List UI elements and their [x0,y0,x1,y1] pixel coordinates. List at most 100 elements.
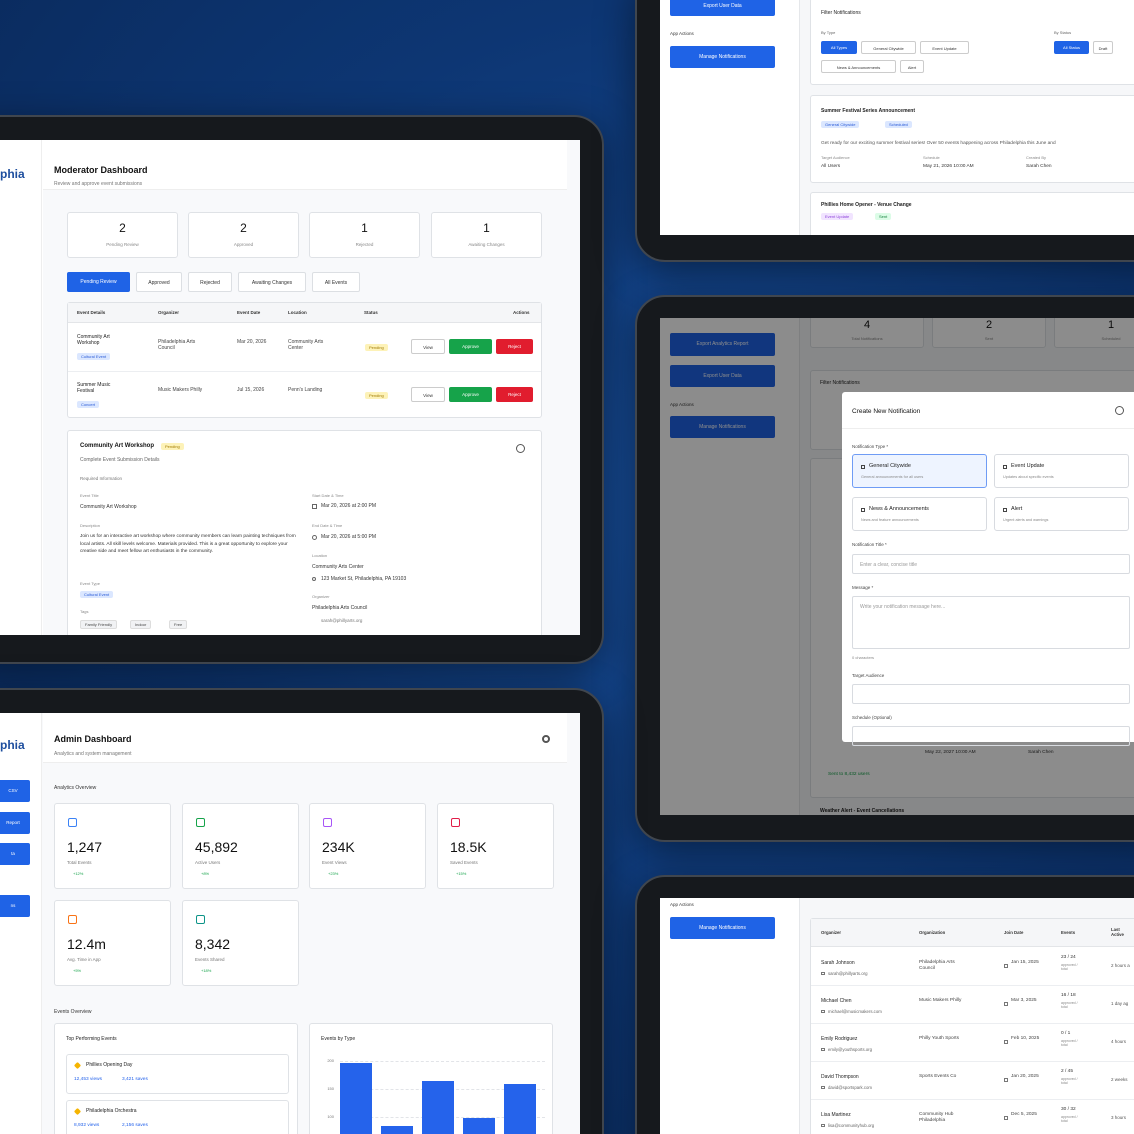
field-label: Schedule (Optional) [852,715,892,720]
tab[interactable]: Awaiting Changes [238,272,306,292]
metric-value: 18.5K [450,839,487,855]
option-card[interactable]: Event Update Updates about specific event… [994,454,1129,488]
stat-card: 2 Approved [188,212,299,258]
meta-value: May 22, 2027 10:00 AM [925,750,976,755]
event-tag: Cultural Event [80,591,114,598]
icon [821,1010,825,1013]
option-card[interactable]: Alert Urgent alerts and warnings [994,497,1129,531]
sidebar-button[interactable]: ta [0,843,30,865]
sidebar-button[interactable]: CSV [0,780,30,802]
filter-chip[interactable]: General Citywide [861,41,916,54]
audience-select[interactable] [852,684,1130,704]
event-saves: 3,421 saves [122,1077,148,1082]
stat-value: 1 [1107,319,1115,331]
stat-label: Pending Review [106,242,139,247]
icon [312,577,316,581]
reject-button[interactable]: Reject [496,339,533,354]
grid-line [340,1061,545,1062]
description: Join us for an interactive art workshop … [80,534,296,554]
organizer-name: Emily Rodriguez [821,1036,858,1042]
export-button[interactable]: Export Analytics Report [670,333,775,356]
title-input[interactable]: Enter a clear, concise title [852,554,1130,574]
filter-chip[interactable]: Draft [1093,41,1113,54]
table-header [811,919,1134,947]
sidebar-button[interactable]: Report [0,812,30,834]
page-title: Admin Dashboard [54,734,132,744]
organizer: Philadelphia Arts Council [158,339,196,351]
manage-button[interactable]: Manage Notifications [670,416,775,438]
panel-title: Top Performing Events [66,1036,117,1042]
tag: Indoor [130,620,152,629]
filter-chip[interactable]: Event Update [920,41,969,54]
meta-value: Sarah Chen [1028,750,1054,755]
detail-title: Community Art Workshop [80,443,155,449]
close-button[interactable] [516,444,525,453]
option-card[interactable]: News & Announcements News and feature ann… [852,497,987,531]
manage-button[interactable]: Manage Notifications [670,46,775,68]
tab[interactable]: Approved [136,272,182,292]
export-button[interactable]: Export User Data [670,0,775,16]
column-header: Events [1061,930,1076,935]
icon [1003,465,1007,469]
filter-chip[interactable]: Alert [900,60,924,73]
panel-title: Events by Type [321,1036,356,1042]
manage-button[interactable]: Manage Notifications [670,917,775,939]
field-label: End Date & Time [312,523,343,528]
tab[interactable]: Rejected [188,272,232,292]
side-panel [660,318,800,815]
bar [463,1118,495,1134]
reject-button[interactable]: Reject [496,387,533,402]
header [43,713,567,763]
option-name: Alert [1011,506,1023,512]
filter-chip[interactable]: All Status [1054,41,1089,54]
filter-chip[interactable]: News & Announcements [821,60,896,73]
metric-change: +18% [201,968,212,973]
tab[interactable]: All Events [312,272,360,292]
stat-card: 1 Scheduled [1054,318,1134,348]
option-card[interactable]: General Citywide General announcements fo… [852,454,987,488]
settings-button[interactable] [542,735,550,743]
y-tick-label: 100 [327,1114,334,1119]
organizer-email: david@sportspark.com [828,1085,873,1090]
filter-card: Filter Notifications By Type All Types Gene… [810,0,1134,85]
close-button[interactable] [1115,406,1124,415]
stat-value: 1 [361,221,368,235]
section-title: Required Information [80,476,123,481]
field-value: Mar 20, 2026 at 5:00 PM [321,534,377,540]
stat-value: 1 [483,221,490,235]
filter-chip[interactable]: All Types [821,41,857,54]
chart-panel: Events by Type 100 150 200 [309,1023,553,1134]
side-panel [660,0,800,235]
filter-title: Filter Notifications [820,380,860,386]
metric-card: 45,892 Active Users +8% [182,803,299,889]
view-button[interactable]: View [411,387,445,402]
icon [323,818,332,827]
schedule-input[interactable] [852,726,1130,746]
tab[interactable]: Pending Review [67,272,130,292]
export-button[interactable]: Export User Data [670,365,775,387]
field-label: Target Audience [852,673,885,678]
placeholder: Enter a clear, concise title [860,562,917,568]
message-input[interactable]: Write your notification message here... [852,596,1130,649]
sidebar [0,713,42,1134]
sidebar-button[interactable]: ns [0,895,30,917]
field-label: Description [80,523,101,528]
bar [422,1081,454,1134]
meta-label: Schedule [923,155,940,160]
bar [381,1125,413,1134]
scr: phia CSV Report ta ns Admin Dashboard Analytic… [0,713,580,1134]
approve-button[interactable]: Approve [449,387,492,402]
icon [312,535,317,540]
y-tick-label: 200 [327,1058,334,1063]
approve-button[interactable]: Approve [449,339,492,354]
field-label: Event Title [80,493,99,498]
stat-value: 4 [863,319,871,331]
field-label: Tags [80,609,89,614]
stat-label: Sent [984,336,994,341]
icon [821,1086,825,1089]
option-desc: News and feature announcements [861,518,919,522]
icon [196,818,205,827]
view-button[interactable]: View [411,339,445,354]
location: Penn's Landing [288,387,323,393]
